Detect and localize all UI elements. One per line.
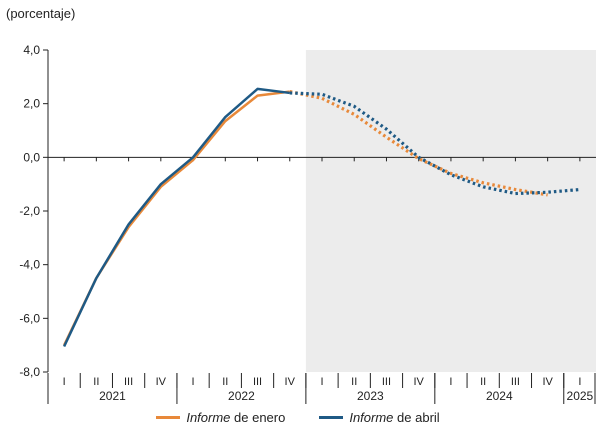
y-tick-label: -8,0	[19, 365, 40, 379]
legend-item-abril: Informe de abril	[319, 410, 440, 425]
x-quarter-label: III	[253, 376, 262, 388]
y-tick-label: 0,0	[23, 150, 40, 164]
x-quarter-label: II	[480, 376, 486, 388]
series-abril-forecast	[289, 91, 581, 196]
x-year-label: 2024	[486, 389, 513, 403]
y-unit-label: (porcentaje)	[6, 6, 76, 21]
x-quarter-label: III	[124, 376, 133, 388]
x-year-label: 2023	[357, 389, 384, 403]
y-tick-label: -2,0	[19, 204, 40, 218]
x-year-label: 2022	[228, 389, 255, 403]
x-quarter-label: IV	[542, 376, 553, 388]
x-quarter-label: I	[320, 376, 323, 388]
x-quarter-label: III	[382, 376, 391, 388]
series-enero-observed	[62, 90, 290, 346]
x-quarter-label: IV	[156, 376, 167, 388]
y-tick-label: -6,0	[19, 311, 40, 325]
x-quarter-label: I	[449, 376, 452, 388]
x-year-label: 2021	[99, 389, 126, 403]
series-abril-observed	[62, 87, 290, 348]
x-quarter-label: I	[578, 376, 581, 388]
x-quarter-label: II	[351, 376, 357, 388]
legend-swatch-abril	[319, 416, 344, 419]
y-tick-label: -4,0	[19, 258, 40, 272]
legend-item-enero: Informe de enero	[156, 410, 285, 425]
x-quarter-label: II	[93, 376, 99, 388]
legend: Informe de enero Informe de abril	[0, 410, 596, 425]
x-year-label: 2025	[567, 389, 594, 403]
legend-swatch-enero	[156, 416, 181, 419]
series-enero-forecast	[289, 90, 548, 197]
y-tick-label: 2,0	[23, 97, 40, 111]
x-quarter-label: II	[222, 376, 228, 388]
x-quarter-label: I	[63, 376, 66, 388]
x-quarter-label: I	[192, 376, 195, 388]
x-quarter-label: IV	[414, 376, 425, 388]
legend-label-enero: Informe de enero	[186, 410, 286, 425]
x-quarter-label: III	[511, 376, 520, 388]
y-tick-label: 4,0	[23, 43, 40, 57]
forecast-shading	[305, 50, 596, 372]
legend-label-abril: Informe de abril	[349, 410, 440, 425]
x-quarter-label: IV	[285, 376, 296, 388]
